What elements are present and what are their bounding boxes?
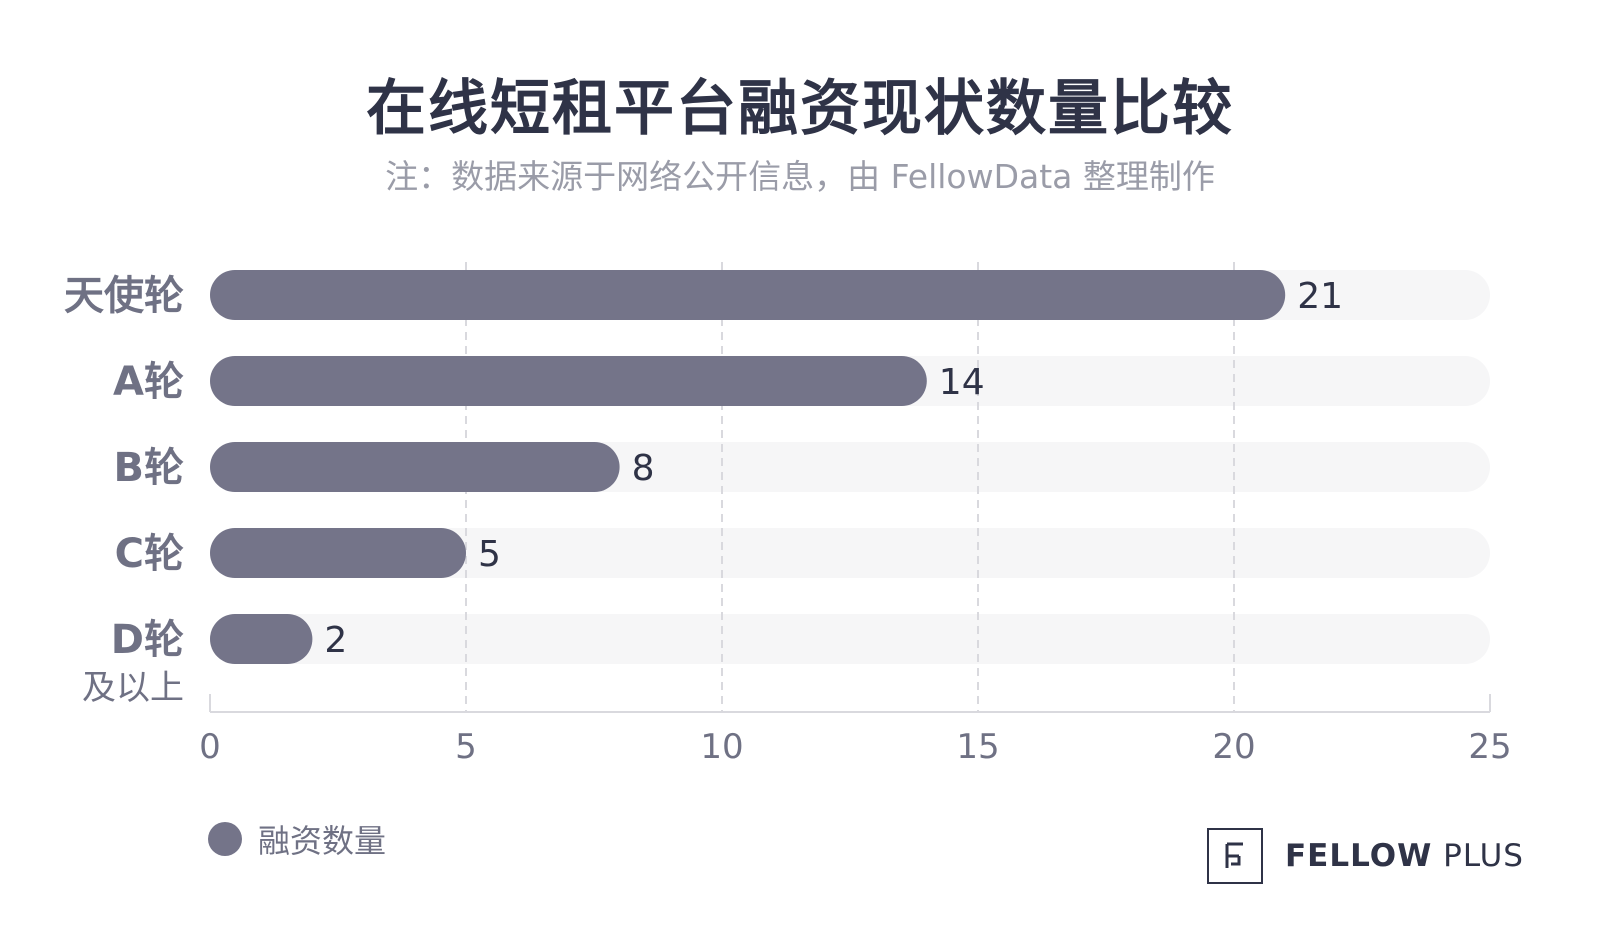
chart-subtitle: 注：数据来源于网络公开信息，由 FellowData 整理制作 [385, 157, 1215, 196]
category-label: 天使轮 [64, 273, 184, 319]
x-tick-label: 15 [956, 727, 999, 767]
legend: 融资数量 [208, 816, 386, 862]
x-tick-label: 0 [199, 727, 221, 767]
logo-text-light: PLUS [1443, 838, 1524, 874]
logo-text-bold: FELLOW [1285, 838, 1433, 874]
bar-value-label: 14 [939, 362, 985, 403]
chart-title: 在线短租平台融资现状数量比较 [366, 74, 1234, 144]
bar-value-label: 5 [478, 534, 501, 575]
category-label: A轮 [113, 359, 184, 405]
x-tick-label: 5 [455, 727, 477, 767]
fellowplus-logo: FELLOW PLUS [1207, 828, 1524, 884]
bar [210, 614, 313, 664]
bar [210, 528, 466, 578]
category-label: D轮 [111, 617, 184, 663]
bar [210, 270, 1286, 320]
bar-track [210, 614, 1490, 664]
x-tick-label: 20 [1212, 727, 1255, 767]
logo-text: FELLOW PLUS [1285, 838, 1524, 874]
bar [210, 442, 620, 492]
bar-value-label: 2 [324, 620, 347, 661]
category-label: C轮 [115, 531, 184, 577]
category-label: B轮 [114, 445, 185, 491]
bar [210, 356, 927, 406]
x-tick-label: 25 [1468, 727, 1511, 767]
bar-value-label: 21 [1297, 276, 1343, 317]
legend-label: 融资数量 [258, 822, 387, 860]
bar-track [210, 528, 1490, 578]
legend-swatch [208, 822, 242, 856]
x-tick-label: 10 [700, 727, 743, 767]
bar-value-label: 8 [632, 448, 655, 489]
logo-mark-icon [1207, 828, 1263, 884]
category-sublabel: 及以上 [82, 668, 184, 708]
